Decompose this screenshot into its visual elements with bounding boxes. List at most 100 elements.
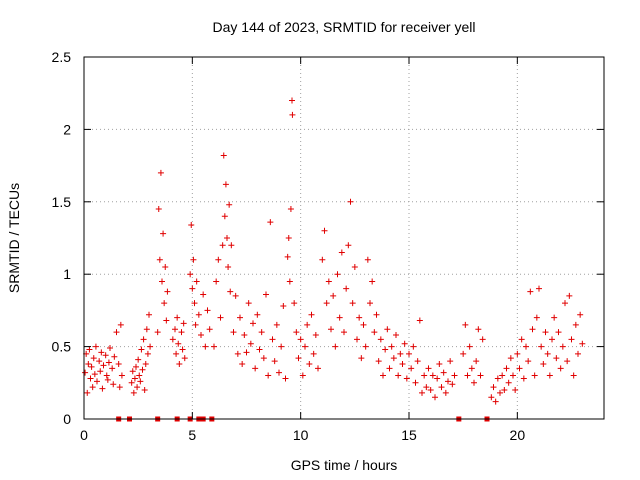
data-point: [191, 300, 198, 307]
data-point: [540, 360, 547, 367]
data-points: [82, 97, 586, 405]
data-point: [245, 300, 252, 307]
data-point: [129, 368, 136, 375]
data-point: [133, 363, 139, 370]
data-point: [507, 355, 514, 362]
data-point: [164, 288, 171, 295]
data-point: [136, 372, 143, 379]
data-point: [527, 288, 534, 295]
data-point: [276, 369, 282, 376]
data-point: [551, 314, 558, 321]
data-point: [460, 350, 467, 357]
data-point: [479, 336, 486, 343]
data-point: [271, 358, 278, 365]
data-point: [380, 372, 386, 379]
data-point: [215, 256, 222, 263]
data-point: [234, 350, 241, 357]
data-point: [377, 336, 384, 343]
data-point: [514, 350, 521, 357]
data-point: [135, 356, 142, 363]
data-point: [518, 336, 525, 343]
data-point: [373, 311, 380, 318]
data-point: [260, 355, 267, 362]
data-point: [138, 346, 145, 353]
data-point: [395, 372, 402, 379]
data-point: [219, 242, 226, 249]
x-tick-label: 5: [188, 427, 196, 443]
data-point: [343, 285, 350, 292]
data-point: [369, 278, 376, 285]
data-point: [401, 340, 408, 347]
y-tick-label: 1: [63, 266, 71, 282]
plot-frame: [83, 56, 605, 420]
data-point: [421, 372, 428, 379]
data-point: [128, 379, 135, 386]
data-point: [211, 343, 217, 350]
data-point: [304, 321, 311, 328]
data-point: [315, 365, 321, 372]
data-point: [536, 285, 542, 292]
data-point: [140, 336, 147, 343]
data-point: [371, 329, 378, 336]
data-point: [172, 326, 178, 333]
data-point: [181, 355, 188, 362]
data-point: [265, 372, 272, 379]
data-point: [557, 365, 564, 372]
data-point: [341, 329, 347, 336]
data-point: [96, 358, 103, 365]
data-point: [192, 321, 199, 328]
data-point: [243, 349, 250, 356]
data-point: [447, 358, 454, 365]
data-point: [490, 384, 497, 391]
data-point: [423, 384, 430, 391]
data-point: [354, 336, 360, 343]
data-point: [516, 365, 523, 372]
data-point: [390, 355, 397, 362]
data-point: [321, 227, 328, 234]
data-point: [510, 372, 516, 379]
data-point: [384, 326, 391, 333]
data-point: [559, 343, 566, 350]
data-point: [568, 336, 575, 343]
data-point: [195, 311, 202, 318]
data-point: [154, 329, 161, 336]
data-point: [104, 376, 111, 383]
data-point: [403, 375, 410, 382]
data-point: [91, 371, 98, 378]
data-point: [466, 343, 473, 350]
data-point: [130, 389, 137, 396]
data-point: [115, 360, 122, 367]
data-point: [492, 398, 499, 405]
data-point: [533, 314, 540, 321]
data-point: [92, 343, 99, 350]
data-point: [488, 394, 495, 401]
data-point: [109, 365, 116, 372]
data-point: [220, 152, 227, 159]
data-point: [161, 300, 168, 307]
data-point: [302, 343, 308, 350]
data-point: [162, 263, 169, 270]
data-point: [328, 326, 334, 333]
data-point: [523, 343, 529, 350]
data-point: [287, 206, 294, 213]
data-point: [525, 358, 532, 365]
x-tick-label: 20: [510, 427, 526, 443]
data-point: [310, 350, 317, 357]
axis-ticks: [83, 56, 604, 420]
data-point: [163, 317, 170, 324]
data-point: [332, 343, 339, 350]
data-point: [429, 372, 436, 379]
y-tick-label: 1.5: [52, 194, 72, 210]
data-point: [117, 321, 124, 328]
data-point: [198, 332, 204, 339]
data-point: [445, 378, 451, 385]
data-point: [258, 329, 265, 336]
data-point: [100, 362, 107, 369]
data-point: [570, 372, 577, 379]
data-point: [116, 384, 123, 391]
data-point: [471, 379, 477, 386]
data-point: [107, 345, 113, 352]
data-point: [512, 387, 519, 394]
data-point: [239, 360, 246, 367]
data-point: [295, 355, 302, 362]
